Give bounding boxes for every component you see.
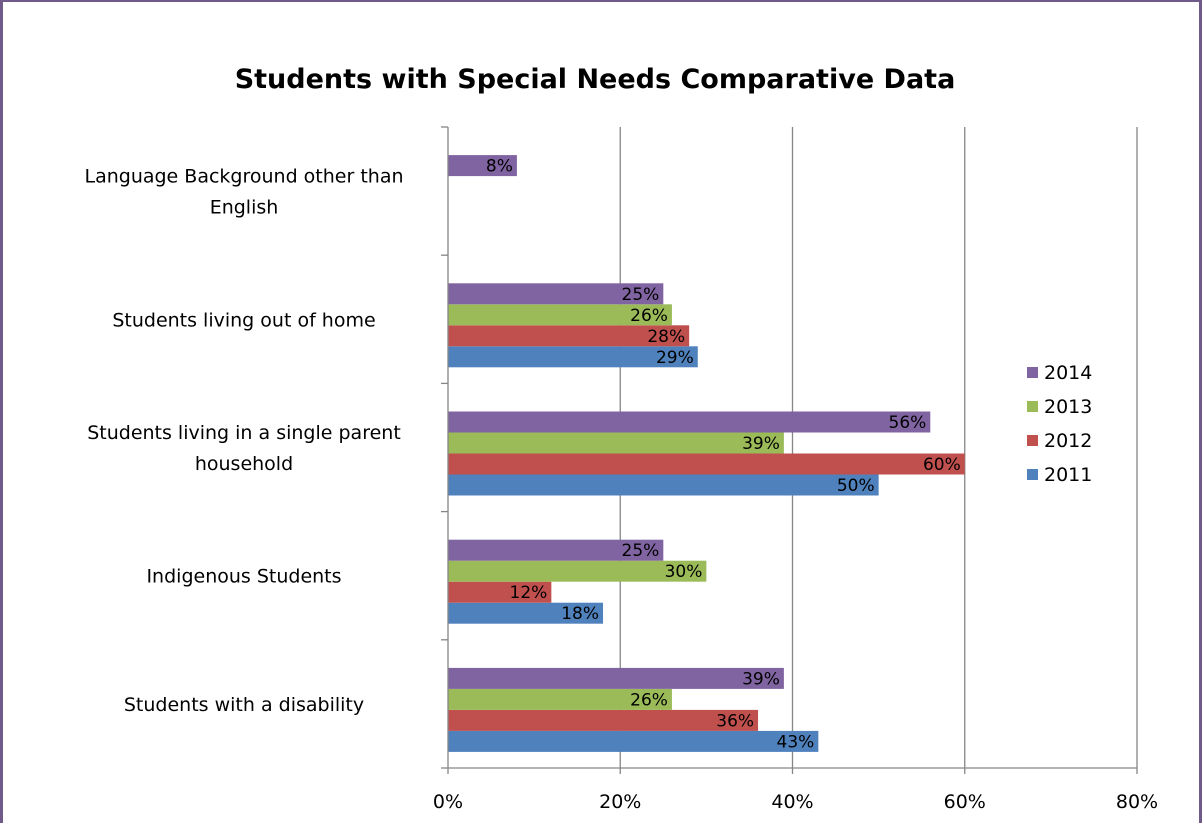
data-label-2012-2: 60% xyxy=(923,455,961,475)
bars xyxy=(448,155,965,752)
legend: 2014 2013 2012 2011 xyxy=(1027,362,1092,486)
legend-swatch-2012 xyxy=(1027,435,1038,446)
legend-swatch-2011 xyxy=(1027,469,1038,480)
bar-2014-3 xyxy=(448,283,664,305)
bar-2013-3 xyxy=(448,304,672,326)
category-label-3: Students living out of home xyxy=(112,309,375,331)
data-label-2014-3: 25% xyxy=(622,285,660,305)
bar-2012-1 xyxy=(448,581,552,603)
data-labels: 43%36%26%39%18%12%30%25%50%60%39%56%29%2… xyxy=(486,157,961,753)
axes: 0% 20% 40% 60% 80% xyxy=(433,126,1158,813)
data-label-2014-0: 39% xyxy=(742,669,780,689)
data-label-2012-1: 12% xyxy=(510,583,548,603)
bar-2014-1 xyxy=(448,539,664,561)
bar-2013-1 xyxy=(448,560,707,582)
category-label-4: Language Background other than English xyxy=(84,166,403,219)
x-tick-label-60: 60% xyxy=(944,791,986,813)
data-label-2012-3: 28% xyxy=(647,327,685,347)
data-label-2011-0: 43% xyxy=(777,732,815,752)
category-label-2: Students living in a single parent househ… xyxy=(87,422,401,475)
category-label-0: Students with a disability xyxy=(124,694,364,716)
legend-label-2011: 2011 xyxy=(1044,464,1092,486)
bar-chart: Students with Special Needs Comparative … xyxy=(84,64,1158,813)
bar-2013-0 xyxy=(448,688,672,710)
data-label-2013-0: 26% xyxy=(630,690,668,710)
data-label-2013-1: 30% xyxy=(665,562,703,582)
legend-label-2014: 2014 xyxy=(1044,362,1092,384)
data-label-2011-1: 18% xyxy=(561,604,599,624)
legend-label-2013: 2013 xyxy=(1044,396,1092,418)
bar-2011-1 xyxy=(448,602,604,624)
legend-label-2012: 2012 xyxy=(1044,430,1092,452)
bar-2011-2 xyxy=(448,474,879,496)
data-label-2012-0: 36% xyxy=(716,711,754,731)
data-label-2013-2: 39% xyxy=(742,434,780,454)
bar-2012-2 xyxy=(448,453,965,475)
data-label-2014-1: 25% xyxy=(622,541,660,561)
data-label-2014-4: 8% xyxy=(486,157,513,177)
bar-2014-4 xyxy=(448,155,517,177)
legend-swatch-2013 xyxy=(1027,401,1038,412)
bar-2013-2 xyxy=(448,432,784,454)
bar-2011-0 xyxy=(448,730,819,752)
bar-2011-3 xyxy=(448,346,698,368)
x-tick-label-80: 80% xyxy=(1116,791,1158,813)
bar-2012-3 xyxy=(448,325,690,347)
x-tick-label-20: 20% xyxy=(599,791,641,813)
data-label-2011-3: 29% xyxy=(656,348,694,368)
bar-2012-0 xyxy=(448,709,759,731)
chart-title: Students with Special Needs Comparative … xyxy=(235,64,956,95)
category-labels: Students with a disability Indigenous Stu… xyxy=(84,166,403,716)
bar-2014-0 xyxy=(448,667,784,689)
category-label-1: Indigenous Students xyxy=(146,566,341,588)
data-label-2014-2: 56% xyxy=(889,413,927,433)
bar-2014-2 xyxy=(448,411,931,433)
x-tick-label-40: 40% xyxy=(771,791,813,813)
data-label-2011-2: 50% xyxy=(837,476,875,496)
data-label-2013-3: 26% xyxy=(630,306,668,326)
legend-swatch-2014 xyxy=(1027,367,1038,378)
x-tick-label-0: 0% xyxy=(433,791,463,813)
